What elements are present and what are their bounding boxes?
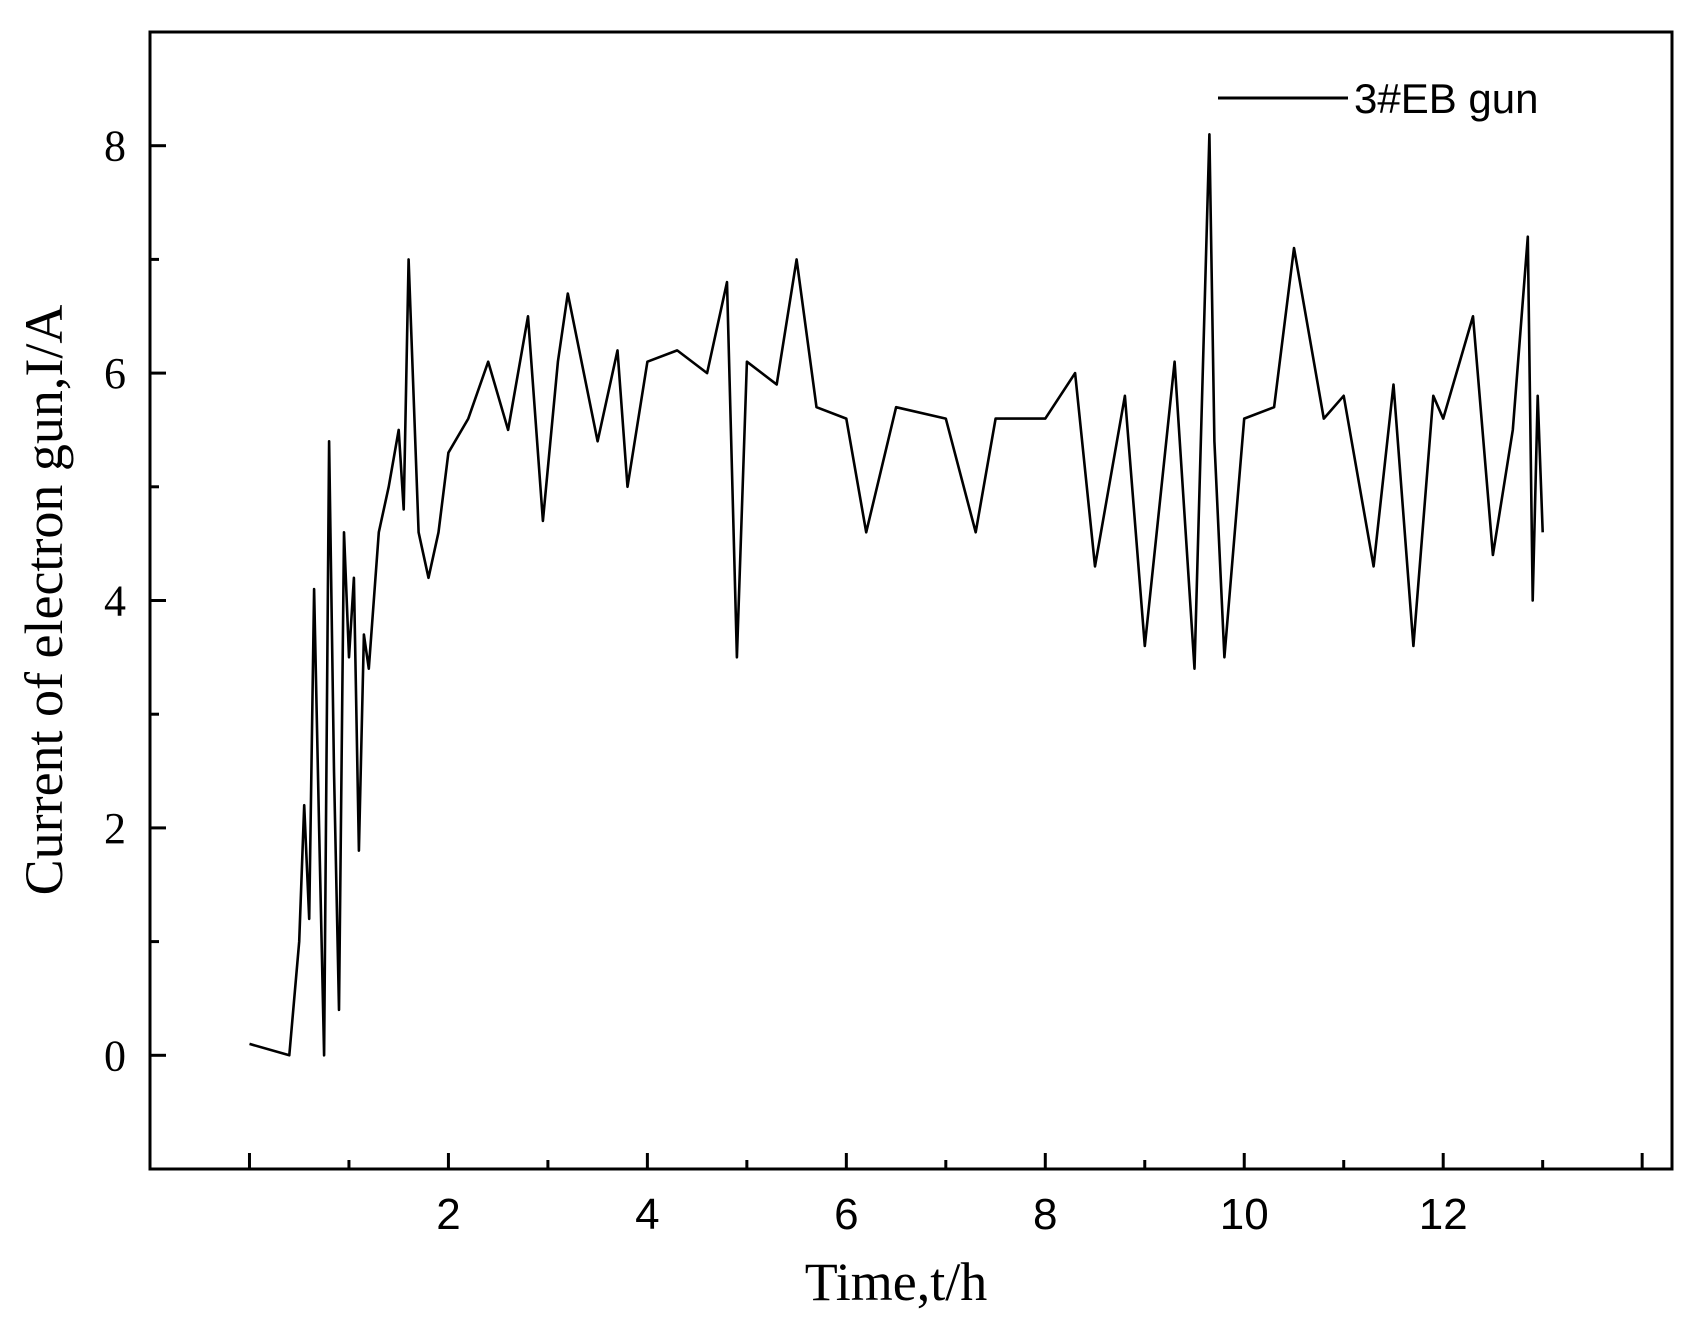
x-tick-label: 8 xyxy=(1033,1190,1057,1239)
x-axis-title: Time,t/h xyxy=(805,1252,988,1312)
x-tick-label: 10 xyxy=(1220,1190,1269,1239)
legend-label: 3#EB gun xyxy=(1354,75,1539,122)
y-axis-title: Current of electron gun,I/A xyxy=(14,305,74,896)
y-tick-label: 0 xyxy=(104,1031,126,1080)
y-axis: 0 2 4 6 8 xyxy=(104,30,166,1171)
x-tick-label: 6 xyxy=(834,1190,858,1239)
x-tick-label: 2 xyxy=(436,1190,460,1239)
x-tick-label: 12 xyxy=(1419,1190,1468,1239)
series-line-3eb-gun xyxy=(249,133,1544,1057)
y-tick-label: 2 xyxy=(104,804,126,853)
plot-frame xyxy=(148,30,1674,1171)
legend: 3#EB gun xyxy=(1218,75,1539,122)
x-axis: 2 4 6 8 10 12 xyxy=(148,1153,1644,1239)
x-tick-label: 4 xyxy=(635,1190,659,1239)
y-tick-label: 8 xyxy=(104,122,126,171)
y-tick-label: 6 xyxy=(104,349,126,398)
y-tick-label: 4 xyxy=(104,577,126,626)
